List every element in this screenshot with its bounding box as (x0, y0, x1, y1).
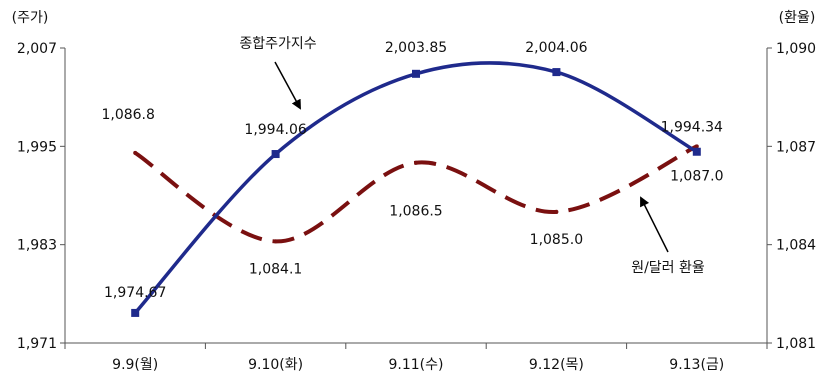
stock-index-data-label: 1,974.67 (104, 285, 166, 301)
left-tick-label: 1,971 (17, 336, 57, 352)
exchange-rate-data-label: 1,086.8 (101, 107, 154, 123)
exchange-rate-data-label: 1,084.1 (249, 261, 302, 277)
x-tick-label: 9.12(목) (529, 357, 584, 373)
stock-index-point (131, 308, 140, 317)
stock-index-point (552, 68, 561, 77)
x-tick-label: 9.10(화) (248, 357, 303, 373)
right-tick-label: 1,081 (776, 336, 816, 352)
stock-index-data-label: 1,994.06 (244, 122, 306, 138)
legend-exchange-rate-arrow (640, 196, 669, 253)
stock-index-data-label: 2,004.06 (525, 40, 587, 56)
stock-index-data-label: 2,003.85 (385, 40, 447, 56)
left-axis-unit-label: (주가) (12, 10, 49, 26)
left-tick-label: 2,007 (17, 41, 57, 57)
stock-index-data-label: 1,994.34 (661, 120, 723, 136)
exchange-rate-point (554, 209, 559, 214)
x-tick-label: 9.9(월) (112, 357, 158, 373)
x-tick-label: 9.11(수) (389, 357, 444, 373)
right-tick-label: 1,090 (776, 41, 816, 57)
stock-index-point (271, 150, 280, 159)
right-axis-unit-label: (환율) (779, 10, 816, 26)
stock-index-line (133, 61, 698, 315)
exchange-rate-data-label: 1,085.0 (530, 232, 583, 248)
exchange-rate-point (273, 239, 278, 244)
left-tick-label: 1,983 (17, 238, 57, 254)
exchange-rate-line (134, 144, 698, 244)
left-tick-label: 1,995 (17, 139, 57, 155)
exchange-rate-point (694, 144, 699, 149)
stock-index-point (412, 69, 420, 78)
stock-index-point (692, 147, 701, 156)
exchange-rate-point (414, 160, 418, 165)
right-tick-label: 1,087 (776, 139, 816, 155)
exchange-rate-data-label: 1,086.5 (389, 204, 442, 220)
x-tick-label: 9.13(금) (669, 357, 724, 373)
legend-stock-index-arrow (274, 61, 301, 110)
legend-stock-index-label: 종합주가지수 (239, 36, 316, 52)
legend-exchange-rate-label: 원/달러 환율 (631, 260, 705, 276)
exchange-rate-point (133, 150, 138, 155)
right-tick-label: 1,084 (776, 238, 816, 254)
exchange-rate-data-label: 1,087.0 (670, 168, 723, 184)
